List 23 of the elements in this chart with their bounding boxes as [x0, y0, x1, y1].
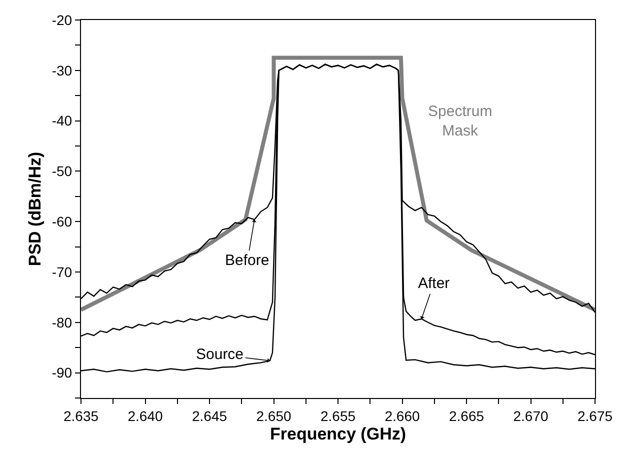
annotation: Source [196, 346, 244, 363]
annotation: Before [225, 252, 270, 269]
y-tick-label: -80 [52, 314, 72, 330]
series-label: Spectrum Mask [428, 103, 492, 140]
y-tick-label: -40 [52, 112, 72, 129]
x-tick-label: 2.640 [128, 408, 163, 424]
x-tick-label: 2.675 [577, 408, 613, 424]
annotation: After [418, 275, 450, 292]
x-tick-label: 2.670 [513, 408, 548, 424]
y-tick-label: -70 [52, 264, 72, 280]
x-tick-label: 2.665 [448, 408, 484, 424]
y-tick-label: -30 [52, 62, 72, 78]
x-tick-label: 2.645 [192, 408, 228, 424]
x-tick-label: 2.635 [63, 408, 99, 424]
y-tick-label: -50 [52, 163, 72, 180]
y-tick-label: -20 [52, 12, 72, 28]
x-tick-label: 2.655 [320, 408, 356, 424]
y-axis-title: PSD (dBm/Hz) [25, 152, 44, 266]
y-tick-label: -90 [52, 364, 72, 381]
x-tick-label: 2.650 [256, 408, 292, 424]
x-axis-title: Frequency (GHz) [270, 424, 406, 444]
x-tick-label: 2.660 [384, 408, 420, 424]
y-tick-label: -60 [52, 214, 72, 230]
